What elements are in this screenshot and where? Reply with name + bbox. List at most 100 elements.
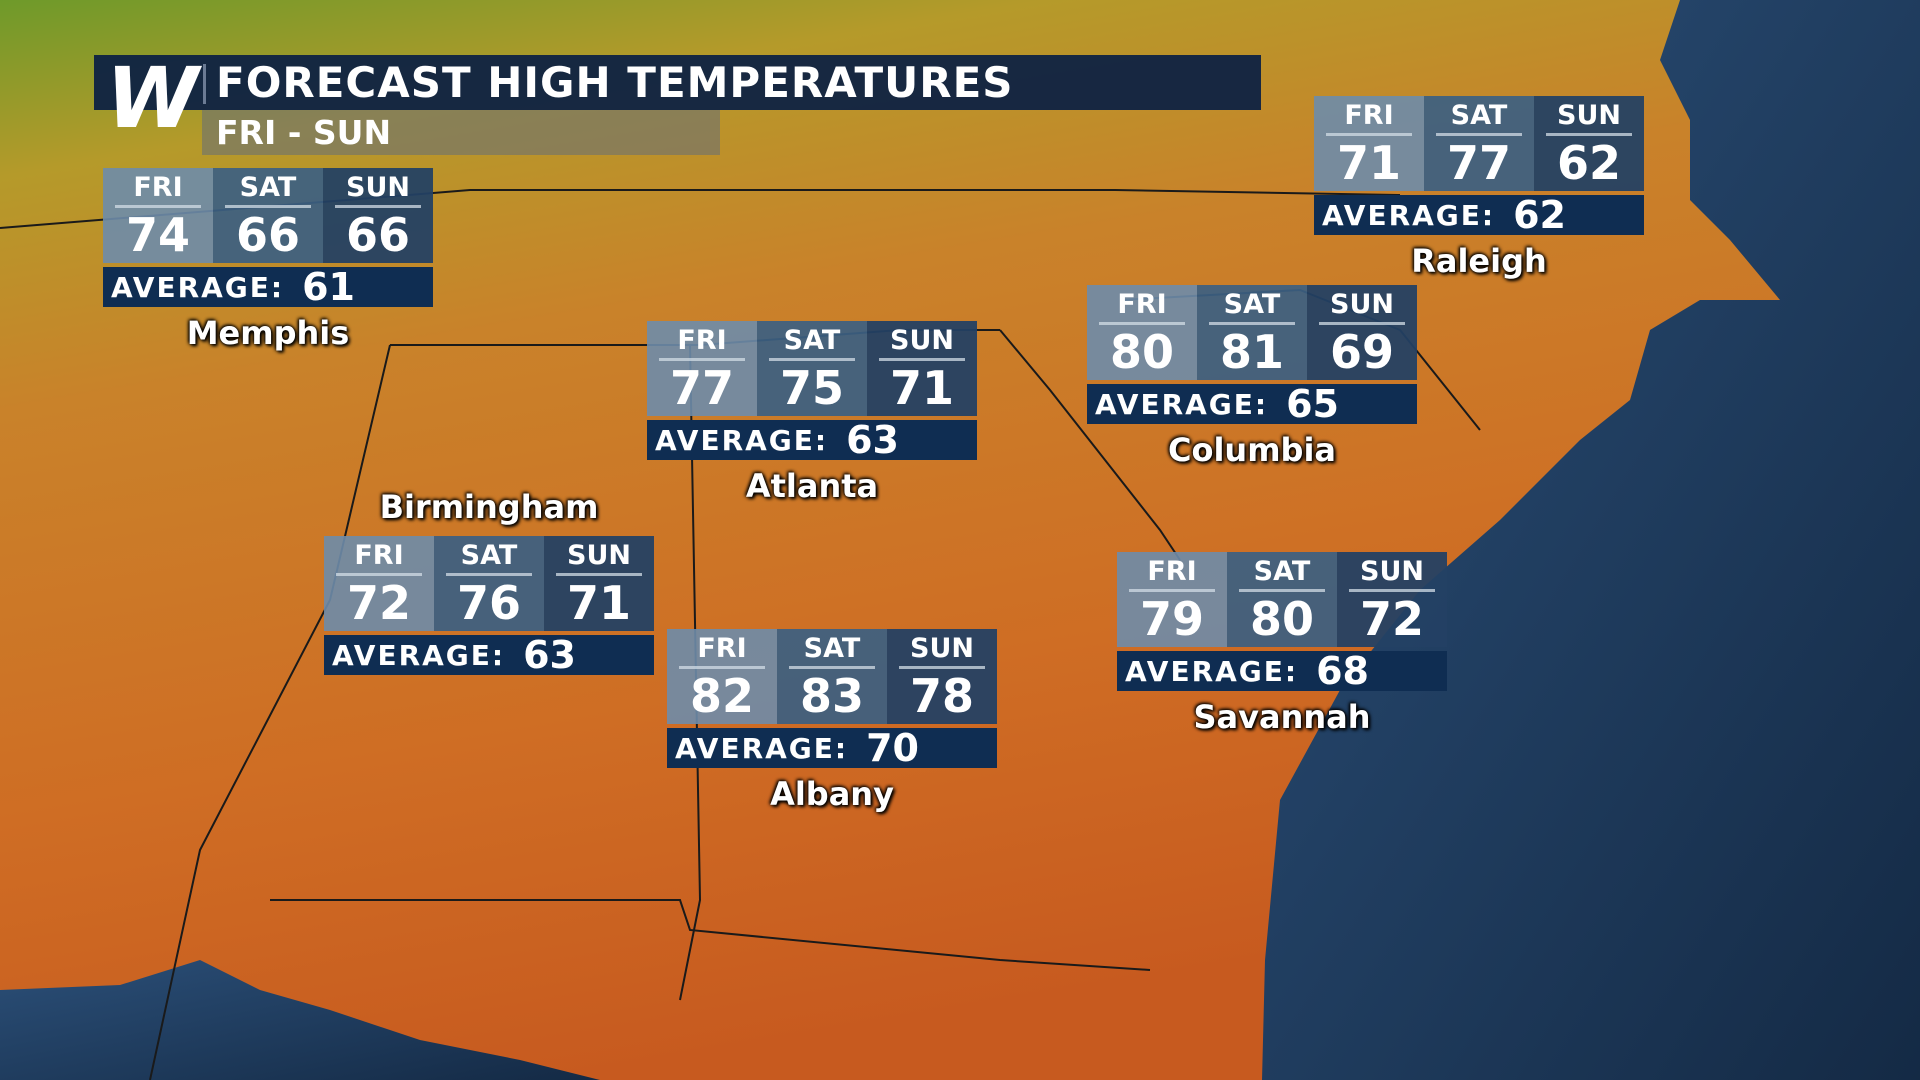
subtitle: FRI - SUN xyxy=(216,113,392,152)
day-name: FRI xyxy=(1117,289,1167,320)
day-column: SAT 66 xyxy=(213,168,323,263)
day-column: SAT 80 xyxy=(1227,552,1337,647)
day-name: SAT xyxy=(1253,556,1311,587)
average-bar: AVERAGE: 68 xyxy=(1117,649,1447,693)
daily-highs: FRI 77 SAT 75 SUN 71 xyxy=(647,321,977,416)
day-column: FRI 80 xyxy=(1087,285,1197,380)
day-underline xyxy=(336,573,422,576)
high-temp: 74 xyxy=(125,208,190,262)
average-value: 62 xyxy=(1513,193,1566,237)
day-column: SAT 76 xyxy=(434,536,544,631)
day-name: FRI xyxy=(1147,556,1197,587)
forecast-box-savannah: FRI 79 SAT 80 SUN 72 AVERAGE: 68 xyxy=(1117,552,1447,693)
forecast-box-birmingham: FRI 72 SAT 76 SUN 71 AVERAGE: 63 xyxy=(324,536,654,677)
day-underline xyxy=(556,573,642,576)
day-column: SAT 83 xyxy=(777,629,887,724)
high-temp: 81 xyxy=(1219,325,1284,379)
day-underline xyxy=(1129,589,1215,592)
average-bar: AVERAGE: 63 xyxy=(324,633,654,677)
weathernation-logo: W xyxy=(106,49,199,147)
daily-highs: FRI 79 SAT 80 SUN 72 xyxy=(1117,552,1447,647)
average-value: 70 xyxy=(866,726,919,770)
average-bar: AVERAGE: 65 xyxy=(1087,382,1417,426)
high-temp: 80 xyxy=(1249,592,1314,646)
high-temp: 66 xyxy=(345,208,410,262)
day-underline xyxy=(659,358,745,361)
average-bar: AVERAGE: 62 xyxy=(1314,193,1644,237)
high-temp: 76 xyxy=(456,576,521,630)
day-underline xyxy=(1546,133,1632,136)
day-column: SAT 81 xyxy=(1197,285,1307,380)
high-temp: 66 xyxy=(235,208,300,262)
header-divider xyxy=(203,64,206,104)
day-name: SAT xyxy=(239,172,297,203)
city-label-raleigh: Raleigh xyxy=(1411,242,1547,280)
day-column: FRI 74 xyxy=(103,168,213,263)
high-temp: 79 xyxy=(1139,592,1204,646)
day-column: SUN 71 xyxy=(867,321,977,416)
day-column: SUN 71 xyxy=(544,536,654,631)
day-column: SUN 62 xyxy=(1534,96,1644,191)
day-underline xyxy=(1436,133,1522,136)
forecast-box-columbia: FRI 80 SAT 81 SUN 69 AVERAGE: 65 xyxy=(1087,285,1417,426)
high-temp: 78 xyxy=(909,669,974,723)
average-label: AVERAGE: xyxy=(332,638,506,672)
day-name: SUN xyxy=(890,325,954,356)
high-temp: 71 xyxy=(566,576,631,630)
gulf-of-mexico xyxy=(0,960,600,1080)
day-name: SAT xyxy=(1450,100,1508,131)
day-column: FRI 71 xyxy=(1314,96,1424,191)
day-underline xyxy=(899,666,985,669)
day-underline xyxy=(1319,322,1405,325)
forecast-box-albany: FRI 82 SAT 83 SUN 78 AVERAGE: 70 xyxy=(667,629,997,770)
day-name: FRI xyxy=(697,633,747,664)
day-underline xyxy=(446,573,532,576)
high-temp: 77 xyxy=(669,361,734,415)
day-name: SAT xyxy=(460,540,518,571)
average-bar: AVERAGE: 70 xyxy=(667,726,997,770)
day-underline xyxy=(1099,322,1185,325)
daily-highs: FRI 71 SAT 77 SUN 62 xyxy=(1314,96,1644,191)
day-column: FRI 82 xyxy=(667,629,777,724)
high-temp: 82 xyxy=(689,669,754,723)
day-underline xyxy=(225,205,311,208)
day-column: SAT 75 xyxy=(757,321,867,416)
day-column: SAT 77 xyxy=(1424,96,1534,191)
day-underline xyxy=(769,358,855,361)
day-column: SUN 72 xyxy=(1337,552,1447,647)
day-underline xyxy=(789,666,875,669)
day-underline xyxy=(335,205,421,208)
city-label-columbia: Columbia xyxy=(1167,431,1337,469)
city-label-albany: Albany xyxy=(770,775,894,813)
average-value: 65 xyxy=(1286,382,1339,426)
forecast-box-atlanta: FRI 77 SAT 75 SUN 71 AVERAGE: 63 xyxy=(647,321,977,462)
city-label-memphis: Memphis xyxy=(186,314,350,352)
city-label-birmingham: Birmingham xyxy=(379,488,599,526)
day-underline xyxy=(1239,589,1325,592)
city-label-atlanta: Atlanta xyxy=(745,467,879,505)
average-label: AVERAGE: xyxy=(1322,198,1496,232)
day-name: SAT xyxy=(1223,289,1281,320)
daily-highs: FRI 74 SAT 66 SUN 66 xyxy=(103,168,433,263)
average-value: 63 xyxy=(523,633,576,677)
average-bar: AVERAGE: 63 xyxy=(647,418,977,462)
high-temp: 62 xyxy=(1556,136,1621,190)
average-label: AVERAGE: xyxy=(1125,654,1299,688)
day-name: SUN xyxy=(1360,556,1424,587)
high-temp: 69 xyxy=(1329,325,1394,379)
day-name: SUN xyxy=(910,633,974,664)
high-temp: 75 xyxy=(779,361,844,415)
day-underline xyxy=(1209,322,1295,325)
day-name: SUN xyxy=(1330,289,1394,320)
day-name: SUN xyxy=(567,540,631,571)
day-column: SUN 78 xyxy=(887,629,997,724)
day-column: FRI 79 xyxy=(1117,552,1227,647)
high-temp: 71 xyxy=(889,361,954,415)
high-temp: 72 xyxy=(346,576,411,630)
header-bar xyxy=(94,55,1261,110)
day-underline xyxy=(115,205,201,208)
day-column: SUN 66 xyxy=(323,168,433,263)
day-name: SUN xyxy=(1557,100,1621,131)
high-temp: 83 xyxy=(799,669,864,723)
daily-highs: FRI 72 SAT 76 SUN 71 xyxy=(324,536,654,631)
